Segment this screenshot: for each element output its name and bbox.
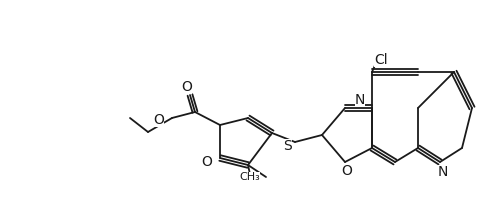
Text: O: O xyxy=(182,80,192,94)
Text: S: S xyxy=(283,139,292,153)
Text: N: N xyxy=(438,165,448,179)
Text: N: N xyxy=(355,93,365,107)
Text: CH₃: CH₃ xyxy=(240,172,260,182)
Text: O: O xyxy=(201,155,212,169)
Text: Cl: Cl xyxy=(374,53,388,67)
Text: O: O xyxy=(153,113,164,127)
Text: O: O xyxy=(341,164,353,178)
